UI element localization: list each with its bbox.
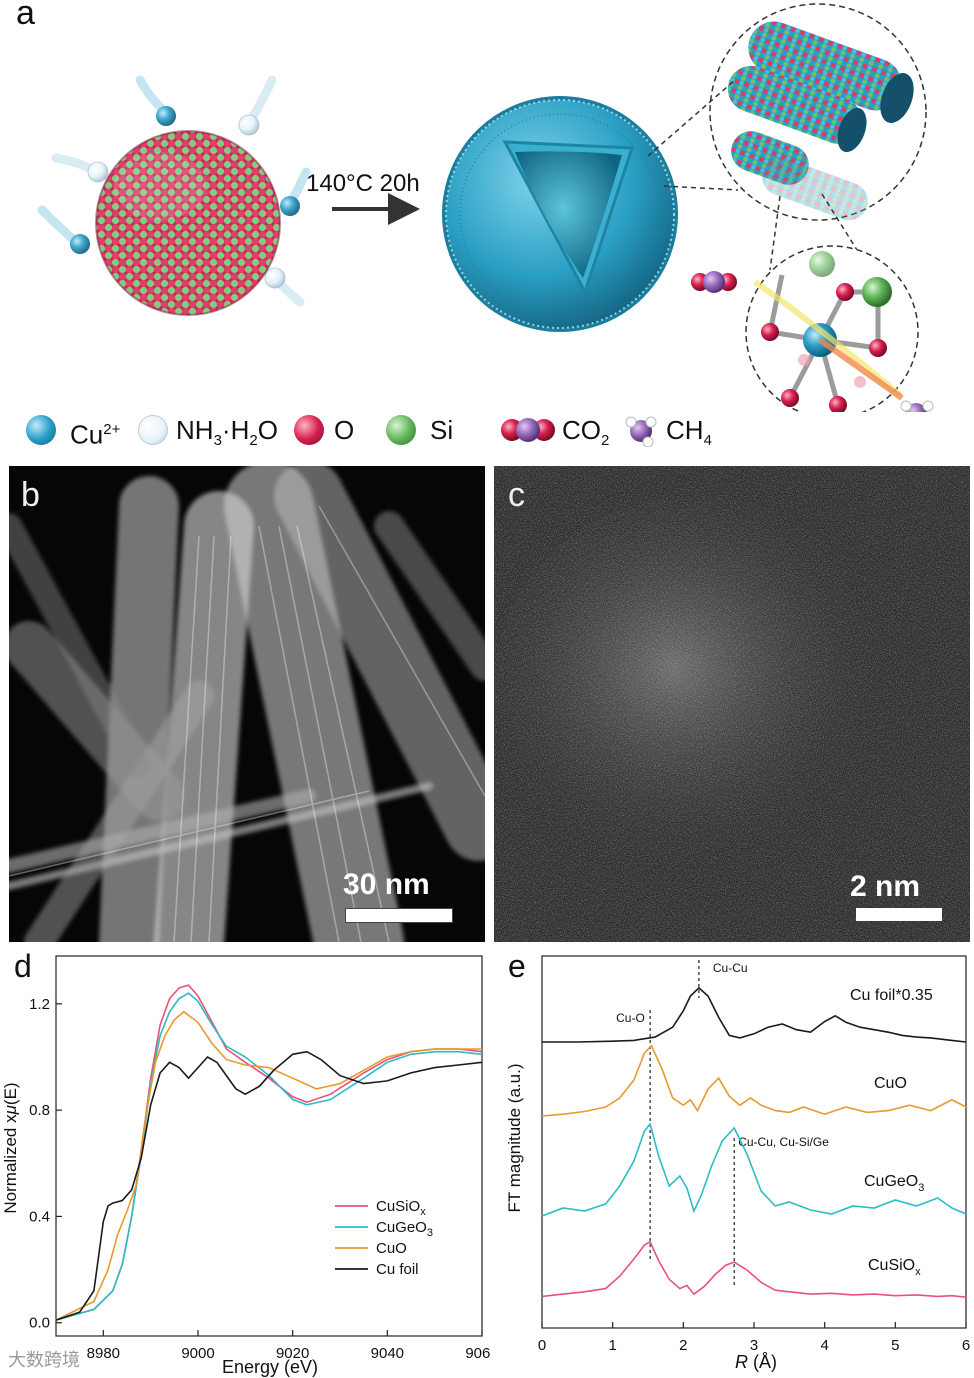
chart-d-ylabel: Normalized xμ(E) (1, 1082, 20, 1213)
chart-d-legend-label: CuSiOx (376, 1198, 426, 1218)
ch4-molecule-icon (625, 416, 657, 447)
ch4-molecule-icon-scene (900, 400, 934, 412)
reaction-condition: 140°C 20h (306, 170, 420, 197)
nanotube-rods (727, 21, 914, 221)
chart-d-line-cugeo3 (55, 992, 483, 1321)
chart-d-ytick-label: 0.0 (29, 1315, 50, 1332)
chart-d-xtick-label: 8980 (87, 1345, 120, 1362)
chart-d-ylabel-e: (E) (1, 1082, 20, 1105)
chart-d-frame (55, 955, 483, 1337)
silicon-sphere-icon (386, 415, 416, 445)
panel-d-letter: d (14, 948, 32, 984)
chart-e-xtick-label: 4 (820, 1337, 828, 1354)
chart-e-series-label: CuSiOx (868, 1257, 921, 1278)
chart-e-series-label: CuGeO3 (864, 1173, 924, 1194)
chart-e-xlabel-r: R (735, 1352, 748, 1372)
chart-d-ytick-label: 1.2 (29, 996, 50, 1013)
xanes-chart: 898090009020904090600.00.40.81.2 CuSiOxC… (1, 955, 490, 1377)
species-legend: Cu2+ NH3·H2O O Si CO2 CH4 (26, 412, 746, 450)
chart-e-ylabel: FT magnitude (a.u.) (505, 1064, 524, 1213)
legend-ammonia-sub2: 2 (249, 432, 258, 450)
chart-e-annotation: Cu-O (616, 1011, 645, 1025)
chart-e-line-cuo (541, 1044, 967, 1117)
chart-e-annotation: Cu-Cu, Cu-Si/Ge (738, 1135, 829, 1149)
atomic-noise (494, 466, 970, 942)
legend-oxygen-label: O (334, 415, 355, 445)
legend-co2-sub: 2 (601, 432, 610, 450)
legend-ammonia-tail: O (257, 415, 278, 445)
chart-e-xtick-label: 6 (962, 1337, 970, 1354)
nanotube-bundles (9, 466, 485, 942)
chart-d-ytick-label: 0.4 (29, 1208, 50, 1225)
chart-d-xtick-label: 9040 (371, 1345, 404, 1362)
chart-e-series-label: CuO (874, 1075, 907, 1092)
chart-d-ylabel-mu: μ (1, 1104, 20, 1115)
precursor-sphere (96, 131, 280, 315)
chart-d-ytick-label: 0.8 (29, 1102, 50, 1119)
panel-a-schematic: 140°C 20h (37, 3, 934, 412)
cu-sphere-icon (26, 415, 56, 445)
legend-ch4-sub: 4 (703, 432, 712, 450)
scale-bar-b (345, 908, 453, 923)
chart-e-line-cugeo3 (541, 1122, 967, 1217)
chart-e-xtick-label: 1 (608, 1337, 616, 1354)
chart-e-series-labels: Cu foil*0.35 CuO CuGeO3 CuSiOx (850, 987, 933, 1278)
chart-d-legend-label: CuGeO3 (376, 1219, 433, 1239)
chart-e-xtick-label: 0 (538, 1337, 546, 1354)
chart-e-annotation: Cu-Cu (713, 961, 748, 975)
haadf-image-single-tube: c 2 nm (494, 466, 970, 942)
chart-d-legend-label: Cu foil (376, 1261, 419, 1278)
chart-e-xlabel-unit: (Å) (748, 1352, 777, 1372)
oxygen-sphere-icon (294, 415, 324, 445)
chart-e-line-cu-foil-0-35 (542, 986, 967, 1043)
co2-molecule-icon (501, 418, 555, 442)
legend-ch4-label: CH (666, 415, 704, 445)
incoming-ions (37, 75, 311, 307)
chart-d-legend-label: CuO (376, 1240, 407, 1257)
watermark: 大数跨境 (8, 1350, 80, 1370)
chart-d-line-cu-foil (55, 1050, 483, 1321)
legend-co2-label: CO (562, 415, 601, 445)
legend-ammonia-sub1: 3 (213, 432, 222, 450)
scale-label-c: 2 nm (850, 870, 921, 903)
tem-image-nanotubes: b 30 nm (9, 466, 485, 942)
co2-molecule-icon-scene (691, 271, 737, 293)
panel-a-letter: a (16, 0, 35, 32)
legend-silicon-label: Si (430, 415, 454, 445)
chart-e-ticks: 0 1 2 3 4 5 6 (538, 1322, 970, 1354)
chart-d-ylabel-a: Normalized x (1, 1114, 20, 1214)
chart-e-xtick-label: 5 (891, 1337, 899, 1354)
ammonia-water-sphere-icon (138, 415, 168, 445)
chart-e-series (541, 986, 967, 1298)
chart-d-xlabel: Energy (eV) (222, 1357, 318, 1377)
exafs-chart: 0 1 2 3 4 5 6 Cu-Cu Cu-O Cu-Cu, Cu-Si/Ge Cu foil… (505, 955, 970, 1372)
legend-cu-charge: 2+ (103, 421, 121, 438)
panel-b-letter: b (21, 476, 40, 514)
panel-c-letter: c (508, 476, 525, 514)
chart-e-xlabel: R (Å) (735, 1352, 777, 1372)
active-site-structure (753, 251, 904, 412)
panel-e-letter: e (508, 948, 526, 984)
scale-bar-c (856, 908, 942, 921)
chart-e-guides: Cu-Cu Cu-O Cu-Cu, Cu-Si/Ge (616, 960, 829, 1286)
chart-d-line-cuo (55, 1010, 482, 1321)
legend-ammonia-mid: ·H (221, 415, 250, 445)
chart-d-xtick-label: 9000 (181, 1345, 214, 1362)
scale-label-b: 30 nm (343, 868, 430, 901)
chart-e-line-cusiox (541, 1240, 967, 1298)
chart-d-xtick-label: 9020 (276, 1345, 309, 1362)
chart-e-series-label: Cu foil*0.35 (850, 987, 933, 1004)
chart-e-xtick-label: 3 (750, 1337, 758, 1354)
chart-d-series (55, 984, 483, 1321)
chart-e-xtick-label: 2 (679, 1337, 687, 1354)
legend-ammonia-nh: NH (176, 415, 214, 445)
hollow-nanotube-sphere (442, 96, 678, 332)
legend-cu-label: Cu (70, 419, 104, 450)
